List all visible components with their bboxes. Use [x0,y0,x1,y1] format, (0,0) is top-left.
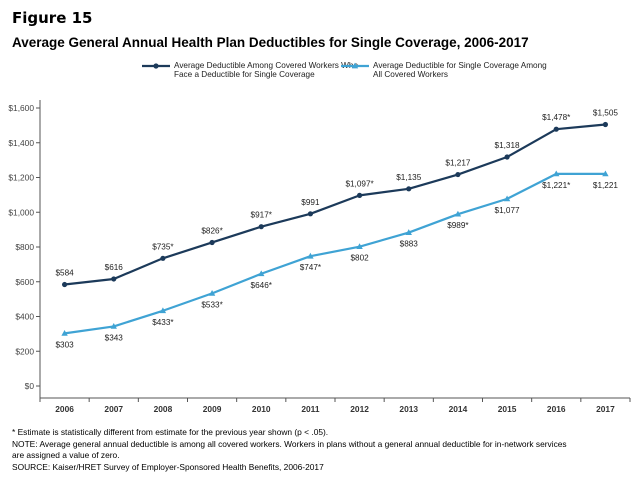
x-tick-label: 2010 [252,404,271,414]
note-line-1: NOTE: Average general annual deductible … [12,438,567,449]
series-2-data-label: $646* [251,281,273,290]
x-tick-label: 2013 [399,404,418,414]
series-2-data-label: $883 [400,240,419,249]
series-1-data-label: $826* [201,226,223,235]
series-1-data-label: $991 [301,198,320,207]
series-2-data-label: $989* [447,221,469,230]
y-tick-label: $1,200 [8,173,34,183]
footnote-asterisk: * Estimate is statistically different fr… [12,427,329,437]
y-tick-label: $1,400 [8,138,34,148]
series-1-data-label: $584 [55,269,74,278]
note-line-2: are assigned a value of zero. [12,450,120,461]
series-2-point [602,170,609,177]
series-2-point [307,252,314,259]
series-1-point [307,211,314,217]
x-tick-label: 2006 [55,404,74,414]
series-1-data-label: $735* [152,242,174,251]
series-2-point [258,270,265,277]
series-2-point [356,243,363,250]
legend-marker [351,62,359,69]
series-1-point [111,276,117,282]
y-tick-label: $1,000 [8,207,34,217]
y-tick-label: $1,600 [8,103,34,113]
series-2-data-label: $1,077 [495,206,520,215]
series-2-data-label: $533* [201,300,223,309]
series-2-data-label: $303 [55,340,74,349]
series-1-data-label: $1,097* [345,179,374,188]
series-2-data-label: $1,221 [593,181,618,190]
series-1-data-label: $1,217 [445,159,470,168]
figure-label: Figure 15 [12,9,93,27]
series-2-line [64,172,606,335]
series-1-point [406,186,412,192]
series-2-data-label: $747* [300,263,322,272]
series-1-point [209,239,215,246]
y-tick-label: $600 [15,277,34,287]
legend-label: Average Deductible for Single Coverage A… [373,61,547,70]
source-line: SOURCE: Kaiser/HRET Survey of Employer-S… [12,461,324,472]
y-tick-label: $0 [25,381,35,391]
series-1-point [504,154,510,160]
series-1-data-label: $1,135 [396,173,421,182]
series-1-point [61,281,68,288]
y-tick-label: $400 [15,312,34,322]
series-2-point [405,229,412,235]
series-1-line [64,123,606,286]
legend-label: Face a Deductible for Single Coverage [174,70,315,79]
y-tick-label: $800 [15,242,34,252]
x-tick-label: 2015 [498,404,517,414]
x-tick-label: 2007 [104,404,123,414]
series-1-data-label: $1,318 [495,141,520,150]
series-2-point [503,195,511,202]
x-tick-label: 2008 [154,404,173,414]
chart-title: Average General Annual Health Plan Deduc… [12,35,529,50]
series-1-point [356,192,363,198]
series-2-point [61,329,68,336]
series-1-data-label: $917* [251,211,273,220]
series-1-point [455,171,461,178]
x-tick-label: 2009 [203,404,222,414]
x-tick-label: 2017 [596,404,615,414]
series-1-data-label: $616 [105,263,124,272]
series-1-data-label: $1,505 [593,109,618,118]
legend-label: All Covered Workers [373,70,448,79]
series-2-data-label: $1,221* [542,181,571,190]
y-tick-label: $200 [15,346,34,356]
chart-notes: * Estimate is statistically different fr… [12,427,622,473]
series-2-point [454,210,462,217]
series-2-point [159,307,167,314]
series-1-point [553,126,559,132]
legend-marker [153,63,159,69]
series-2-data-label: $343 [105,333,124,342]
series-2-point [553,170,560,177]
x-tick-label: 2012 [350,404,369,414]
series-1-point [602,121,609,128]
x-tick-label: 2014 [449,404,468,414]
x-tick-label: 2011 [301,404,320,414]
series-2-point [208,289,216,296]
series-2-point [110,323,117,329]
x-tick-label: 2016 [547,404,566,414]
series-1-point [258,224,264,230]
series-2-data-label: $433* [152,318,174,327]
series-2-data-label: $802 [350,254,369,263]
series-1-point [160,255,166,261]
legend-label: Average Deductible Among Covered Workers… [174,61,358,70]
series-1-data-label: $1,478* [542,113,571,122]
